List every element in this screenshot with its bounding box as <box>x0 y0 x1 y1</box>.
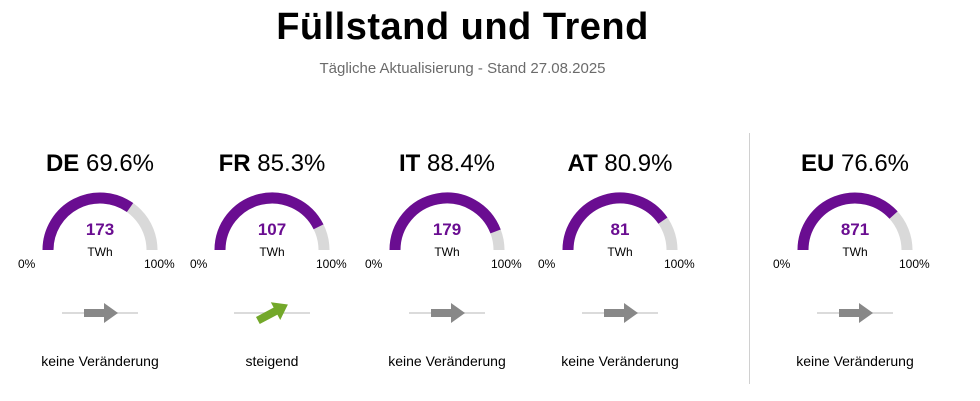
scale-min-label: 0% <box>773 257 791 271</box>
trend-label: keine Veränderung <box>796 353 914 369</box>
gauge-heading: FR 85.3% <box>197 150 347 178</box>
gauge-fill <box>562 192 668 251</box>
trend-label: steigend <box>245 353 299 369</box>
gauge-card-de: DE 69.6% 173 TWh 0% 100% keine Veränderung <box>18 150 175 380</box>
page-title: Füllstand und Trend <box>276 6 649 48</box>
scale-max-label: 100% <box>316 257 347 271</box>
storage-unit: TWh <box>842 245 868 259</box>
fill-percentage: 85.3% <box>257 150 326 177</box>
storage-unit: TWh <box>87 245 113 259</box>
gauge-fill <box>214 192 324 251</box>
trend-label: keine Veränderung <box>561 353 679 369</box>
scale-max-label: 100% <box>664 257 695 271</box>
trend-flat-arrow-icon <box>62 303 138 323</box>
gauge-fill <box>797 192 898 251</box>
trend-label: keine Veränderung <box>41 353 159 369</box>
storage-value: 173 <box>85 220 115 239</box>
storage-value: 179 <box>432 220 462 239</box>
scale-min-label: 0% <box>538 257 556 271</box>
scale-min-label: 0% <box>18 257 36 271</box>
fill-gauge <box>42 192 158 251</box>
trend-flat-arrow-icon <box>409 303 485 323</box>
country-code: EU <box>800 150 835 177</box>
trend-flat-arrow-icon <box>817 303 893 323</box>
storage-unit: TWh <box>434 245 460 259</box>
page-subtitle: Tägliche Aktualisierung - Stand 27.08.20… <box>319 60 606 77</box>
scale-min-label: 0% <box>365 257 383 271</box>
scale-min-label: 0% <box>190 257 208 271</box>
fill-gauge <box>562 192 678 251</box>
gauge-card-eu: EU 76.6% 871 TWh 0% 100% keine Veränderung <box>773 150 930 380</box>
country-code: FR <box>218 150 251 177</box>
storage-value: 107 <box>257 220 287 239</box>
gauge-card-it: IT 88.4% 179 TWh 0% 100% keine Veränderung <box>365 150 522 380</box>
gauge-card-at: AT 80.9% 81 TWh 0% 100% keine Veränderung <box>538 150 695 380</box>
fill-percentage: 88.4% <box>426 150 496 177</box>
fill-gauge <box>389 192 505 251</box>
storage-value: 81 <box>610 220 630 239</box>
trend-flat-arrow-icon <box>582 303 658 323</box>
country-code: AT <box>567 150 598 177</box>
storage-unit: TWh <box>259 245 285 259</box>
scale-max-label: 100% <box>899 257 930 271</box>
eu-divider <box>749 133 750 384</box>
fill-gauge <box>214 192 330 251</box>
storage-value: 871 <box>840 220 870 239</box>
country-code: DE <box>45 150 80 177</box>
gauge-heading: AT 80.9% <box>545 150 695 178</box>
trend-label: keine Veränderung <box>388 353 506 369</box>
fill-gauge <box>797 192 913 251</box>
gauge-heading: IT 88.4% <box>372 150 522 178</box>
gauge-fill <box>389 192 501 251</box>
fill-percentage: 76.6% <box>840 150 910 177</box>
storage-unit: TWh <box>607 245 633 259</box>
gauge-card-fr: FR 85.3% 107 TWh 0% 100% steigend <box>190 150 347 380</box>
scale-max-label: 100% <box>144 257 175 271</box>
scale-max-label: 100% <box>491 257 522 271</box>
fill-percentage: 80.9% <box>604 150 673 177</box>
gauge-heading: DE 69.6% <box>25 150 175 178</box>
gauge-fill <box>42 192 134 251</box>
fill-percentage: 69.6% <box>85 150 155 177</box>
country-code: IT <box>398 150 421 177</box>
trend-up-arrow-icon <box>234 302 310 325</box>
gauge-heading: EU 76.6% <box>780 150 930 178</box>
